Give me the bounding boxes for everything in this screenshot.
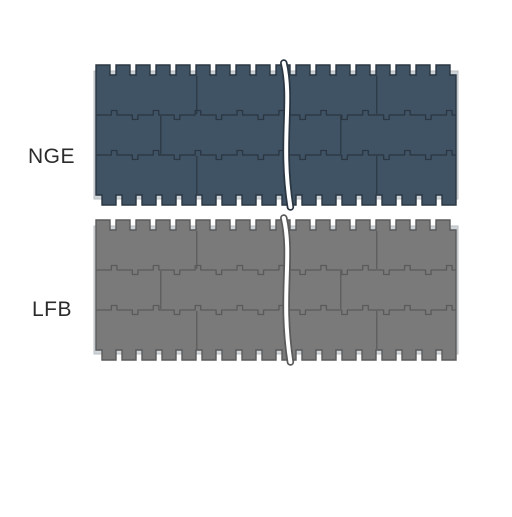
- belt-body-nge: [96, 65, 456, 205]
- belt-lfb: [94, 218, 458, 362]
- label-lfb: LFB: [32, 298, 72, 322]
- belt-body-lfb: [96, 220, 456, 360]
- belt-diagram: NGE LFB: [0, 0, 512, 512]
- label-nge: NGE: [28, 145, 75, 169]
- belt-nge: [94, 63, 458, 207]
